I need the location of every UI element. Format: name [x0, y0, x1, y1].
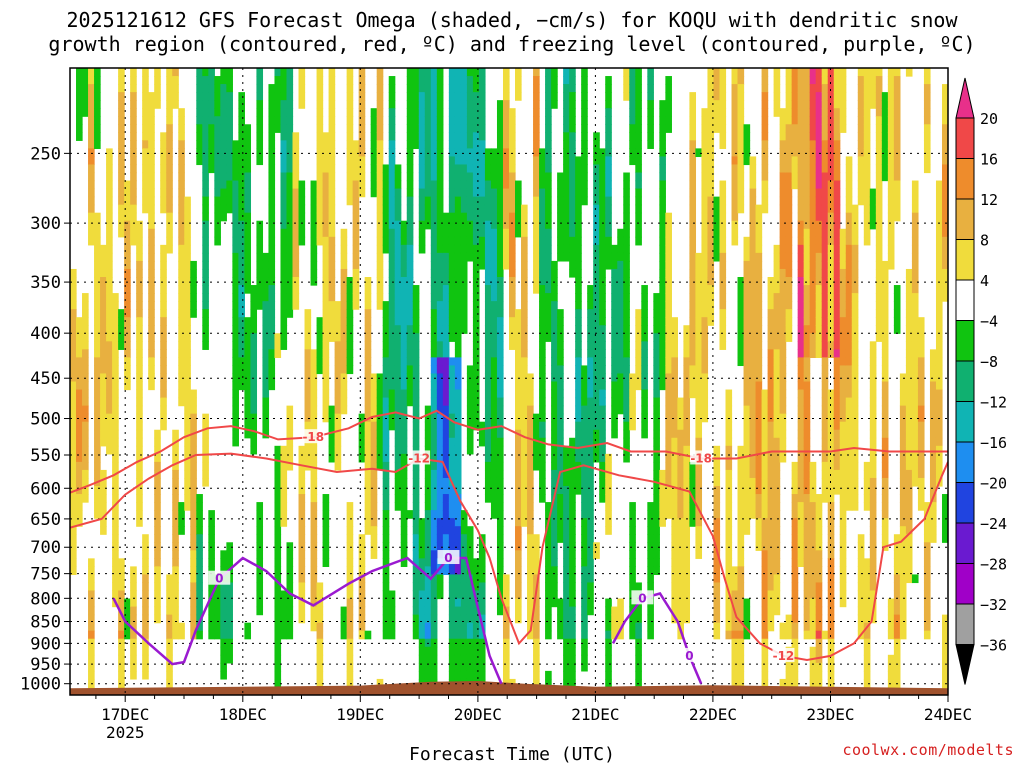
- colorbar-label: 20: [980, 110, 998, 128]
- colorbar-bin: [955, 482, 975, 524]
- contour-label-dendritic: -18: [690, 451, 712, 465]
- y-tick-label: 800: [30, 589, 61, 609]
- y-tick-label: 700: [30, 538, 61, 558]
- y-tick-label: 750: [30, 565, 61, 585]
- x-tick-label: 24DEC: [924, 705, 972, 724]
- x-tick-label: 18DEC: [219, 705, 267, 724]
- contour-label-freezing: 0: [638, 591, 646, 605]
- colorbar: 20 16 12 8 4 −4 −8 −12 −16 −20 −24 −28 −32 −36: [955, 77, 1007, 685]
- x-tick-label: 22DEC: [689, 705, 737, 724]
- contour-label-bg: [690, 450, 713, 465]
- x-tick-label: 17DEC: [101, 705, 149, 724]
- x-tick-label: 20DEC: [454, 705, 502, 724]
- colorbar-label: 12: [980, 191, 998, 209]
- colorbar-bin: [955, 522, 975, 564]
- colorbar-bin: [955, 401, 975, 443]
- y-tick-label: 300: [30, 214, 61, 234]
- contour-label-bg: [631, 590, 654, 605]
- y-tick-label: 650: [30, 510, 61, 530]
- x-tick-sublabel: 2025: [106, 723, 145, 742]
- x-tick-label: 21DEC: [571, 705, 619, 724]
- x-tick-label: 23DEC: [806, 705, 854, 724]
- colorbar-bin: [955, 603, 975, 645]
- colorbar-label: −20: [980, 475, 1007, 493]
- y-tick-label: 900: [30, 634, 61, 654]
- contour-label-bg: [302, 429, 325, 444]
- plot-frame: [69, 67, 949, 696]
- colorbar-label: −36: [980, 637, 1007, 655]
- colorbar-label: −16: [980, 434, 1007, 452]
- colorbar-bin: [955, 198, 975, 240]
- contour-label-bg: [408, 450, 431, 465]
- colorbar-bin: [955, 77, 975, 119]
- colorbar-bin: [955, 644, 975, 685]
- colorbar-bin: [955, 563, 975, 605]
- contour-label-bg: [208, 570, 231, 585]
- colorbar-label: 4: [980, 272, 989, 290]
- colorbar-label: −32: [980, 596, 1007, 614]
- colorbar-bin: [955, 360, 975, 402]
- contour-label-dendritic: -18: [302, 430, 324, 444]
- ground-terrain: [70, 681, 948, 695]
- colorbar-label: 8: [980, 232, 989, 250]
- contour-lines: -18 -18 -12 -12 0 0 0 0: [70, 409, 948, 685]
- y-tick-label: 1000: [20, 675, 61, 695]
- y-tick-label: 950: [30, 655, 61, 675]
- y-tick-label: 850: [30, 613, 61, 633]
- y-tick-label: 550: [30, 446, 61, 466]
- y-axis: 2503003504004505005506006507007508008509…: [20, 144, 70, 695]
- colorbar-label: 16: [980, 151, 998, 169]
- contour-label-bg: [678, 647, 701, 662]
- contour-label-bg: [772, 647, 795, 662]
- colorbar-label: −28: [980, 556, 1007, 574]
- chart-title-line-2: growth region (contoured, red, ºC) and f…: [48, 32, 976, 56]
- y-tick-label: 500: [30, 410, 61, 430]
- y-tick-label: 450: [30, 369, 61, 389]
- colorbar-label: −8: [980, 353, 998, 371]
- chart-title-line-1: 2025121612 GFS Forecast Omega (shaded, −…: [66, 8, 958, 32]
- colorbar-label: −4: [980, 313, 998, 331]
- y-tick-label: 600: [30, 479, 61, 499]
- y-tick-label: 400: [30, 324, 61, 344]
- x-tick-label: 19DEC: [336, 705, 384, 724]
- contour-label-freezing: 0: [215, 572, 223, 586]
- credit-text: coolwx.com/modelts: [842, 741, 1014, 759]
- colorbar-label: −12: [980, 394, 1007, 412]
- y-tick-label: 350: [30, 273, 61, 293]
- y-tick-label: 250: [30, 144, 61, 164]
- x-axis-title: Forecast Time (UTC): [409, 744, 615, 765]
- colorbar-bin: [955, 441, 975, 483]
- colorbar-bin: [955, 158, 975, 200]
- contour-dendritic-1: [70, 452, 948, 662]
- colorbar-bin: [955, 239, 975, 281]
- omega-shaded-field: [70, 68, 948, 695]
- contour-label-freezing: 0: [685, 649, 693, 663]
- contour-freezing-2: [112, 556, 503, 685]
- ground-surface: [70, 681, 948, 695]
- colorbar-bin: [955, 279, 975, 321]
- colorbar-bin: [955, 320, 975, 362]
- colorbar-label: −24: [980, 515, 1007, 533]
- colorbar-bin: [955, 117, 975, 159]
- contour-label-dendritic: -12: [773, 649, 795, 663]
- contour-label-freezing: 0: [444, 551, 452, 565]
- contour-label-dendritic: -12: [408, 451, 430, 465]
- contour-dendritic-0: [70, 409, 948, 494]
- contour-label-bg: [437, 550, 460, 565]
